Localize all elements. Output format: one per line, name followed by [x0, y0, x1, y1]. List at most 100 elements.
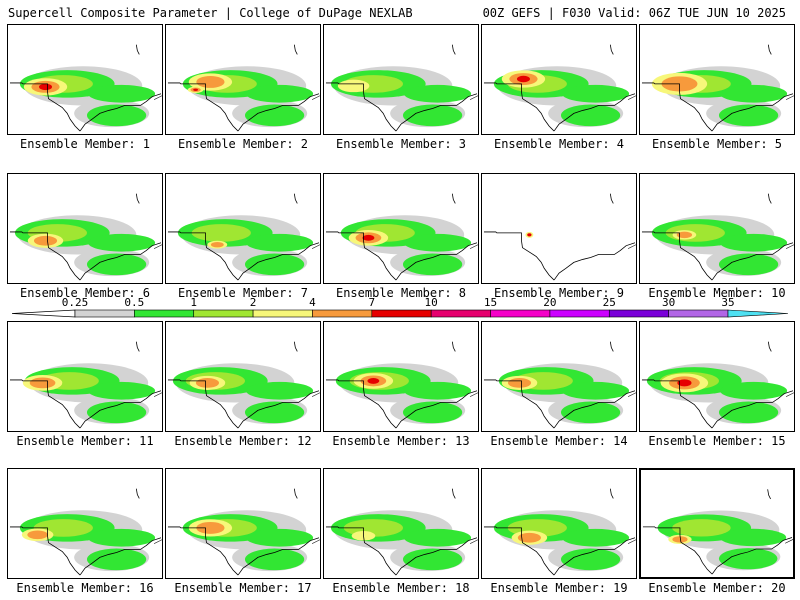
lake-michigan-outline: [135, 193, 140, 204]
lake-michigan-outline: [609, 488, 614, 499]
lake-michigan-outline: [767, 44, 772, 55]
scp-field: [167, 44, 320, 132]
ensemble-member-1-map[interactable]: [7, 24, 163, 135]
ensemble-member-4-label: Ensemble Member: 4: [493, 137, 625, 151]
colorbar-underflow: [12, 309, 76, 318]
scp-field: [167, 488, 320, 576]
ensemble-member-19-map[interactable]: [481, 468, 637, 579]
ensemble-member-20-label: Ensemble Member: 20: [648, 581, 786, 595]
scp-field: [325, 193, 478, 281]
lake-michigan-outline: [293, 488, 298, 499]
scp-contours: [651, 215, 788, 277]
ensemble-member-13-map[interactable]: [323, 321, 479, 432]
lake-outline: [469, 392, 478, 397]
ensemble-member-7-map[interactable]: [165, 173, 321, 284]
colorbar-segment: [252, 309, 313, 318]
state-border: [9, 526, 81, 576]
ensemble-member-14-label: Ensemble Member: 14: [490, 434, 628, 448]
scp-field: [167, 193, 320, 281]
page-title: Supercell Composite Parameter | College …: [8, 6, 413, 20]
lake-michigan-outline: [767, 489, 771, 500]
coastline: [553, 93, 636, 132]
ensemble-member-15-map[interactable]: [639, 321, 795, 432]
scp-contours: [182, 510, 314, 572]
ensemble-member-12-map[interactable]: [165, 321, 321, 432]
lake-outline: [785, 539, 793, 544]
scp-contours: [657, 510, 787, 571]
ensemble-member-10-map[interactable]: [639, 173, 795, 284]
colorbar-tick-label: 15: [484, 296, 497, 309]
lake-michigan-outline: [135, 488, 140, 499]
scp-contours: [525, 231, 534, 238]
ensemble-member-17-label: Ensemble Member: 17: [174, 581, 312, 595]
scp-field: [641, 44, 794, 132]
state-border: [641, 379, 713, 429]
scp-contours: [340, 215, 472, 277]
ensemble-member-19-label: Ensemble Member: 19: [490, 581, 628, 595]
ensemble-member-4-map[interactable]: [481, 24, 637, 135]
lake-outline: [153, 539, 162, 544]
lake-outline: [153, 392, 162, 397]
colorbar-segment: [608, 309, 669, 318]
ensemble-member-18-label: Ensemble Member: 18: [332, 581, 470, 595]
lake-outline: [785, 392, 794, 397]
colorbar-tick-label: 35: [721, 296, 734, 309]
ensemble-member-14-map[interactable]: [481, 321, 637, 432]
scp-contours: [22, 363, 156, 425]
coastline: [79, 390, 162, 429]
state-border: [483, 379, 555, 429]
coastline: [395, 537, 478, 576]
lake-outline: [627, 392, 636, 397]
state-border: [325, 82, 397, 132]
ensemble-member-3-map[interactable]: [323, 24, 479, 135]
lake-outline: [311, 95, 320, 100]
scp-field: [483, 341, 636, 429]
colorbar-segment: [371, 309, 432, 318]
ensemble-member-16-map[interactable]: [7, 468, 163, 579]
ensemble-member-8-map[interactable]: [323, 173, 479, 284]
ensemble-member-2-label: Ensemble Member: 2: [177, 137, 309, 151]
ensemble-member-17-map[interactable]: [165, 468, 321, 579]
state-border: [167, 526, 239, 576]
run-valid-time: 00Z GEFS | F030 Valid: 06Z TUE JUN 10 20…: [482, 6, 786, 20]
lake-michigan-outline: [609, 193, 614, 204]
ensemble-member-2-map[interactable]: [165, 24, 321, 135]
ensemble-member-6-map[interactable]: [7, 173, 163, 284]
ensemble-member-7-label: Ensemble Member: 7: [177, 286, 309, 300]
coastline: [553, 537, 636, 576]
state-border: [167, 82, 239, 132]
colorbar-tick-label: 25: [603, 296, 616, 309]
scp-field: [642, 489, 793, 575]
state-border: [641, 231, 713, 281]
colorbar-tick-label: 10: [425, 296, 438, 309]
lake-michigan-outline: [293, 193, 298, 204]
ensemble-member-9-map[interactable]: [481, 173, 637, 284]
colorbar-tick-label: 4: [309, 296, 316, 309]
lake-outline: [469, 539, 478, 544]
lake-outline: [311, 244, 320, 249]
coastline: [711, 390, 794, 429]
scp-field: [325, 488, 478, 576]
scp-contours: [177, 215, 314, 277]
coastline: [553, 242, 636, 281]
ensemble-member-8-label: Ensemble Member: 8: [335, 286, 467, 300]
coastline: [395, 93, 478, 132]
state-border: [9, 82, 81, 132]
lake-outline: [785, 95, 794, 100]
coastline: [79, 537, 162, 576]
ensemble-member-18-map[interactable]: [323, 468, 479, 579]
colorbar-segment: [549, 309, 610, 318]
scp-contours: [651, 66, 788, 128]
scp-contours: [330, 66, 472, 128]
coastline: [237, 242, 320, 281]
ensemble-member-5-map[interactable]: [639, 24, 795, 135]
coastline: [237, 93, 320, 132]
colorbar-tick-label: 20: [543, 296, 556, 309]
state-border: [325, 526, 397, 576]
ensemble-member-11-map[interactable]: [7, 321, 163, 432]
lake-michigan-outline: [451, 193, 456, 204]
lake-michigan-outline: [135, 341, 140, 352]
coastline: [79, 93, 162, 132]
lake-outline: [469, 95, 478, 100]
ensemble-member-20-map[interactable]: [639, 468, 795, 579]
